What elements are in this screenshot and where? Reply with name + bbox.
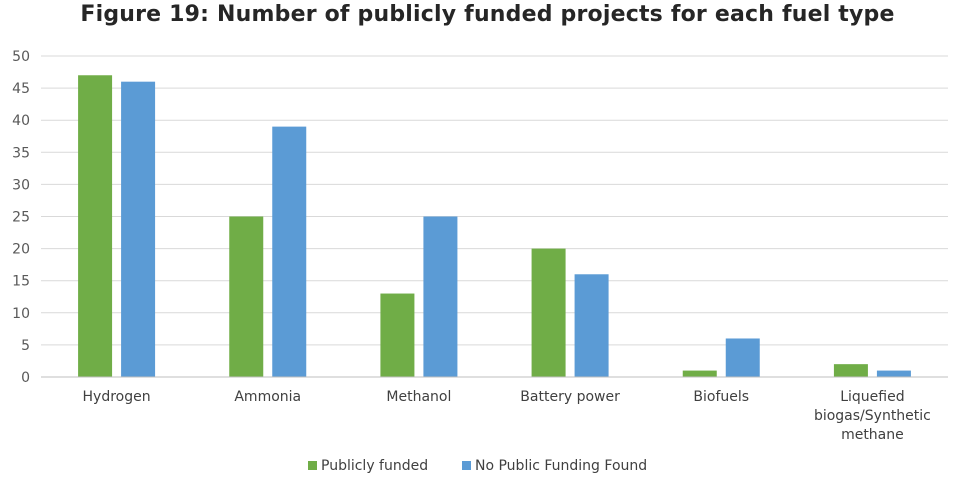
y-tick-label: 30	[12, 177, 30, 193]
y-tick-label: 10	[12, 306, 30, 322]
y-tick-label: 45	[12, 81, 30, 97]
category-label: Liquefied biogas/Synthetic methane	[814, 389, 931, 443]
bar	[876, 370, 911, 377]
y-tick-label: 5	[21, 338, 30, 354]
bar	[725, 338, 760, 377]
bar	[229, 216, 264, 377]
legend-label: Publicly funded	[321, 458, 428, 474]
bar	[380, 293, 415, 377]
bar	[682, 370, 717, 377]
category-label-line: Battery power	[520, 389, 620, 405]
y-tick-label: 50	[12, 49, 30, 65]
y-axis-tick-labels: 0 5 10 15 20 25 30 35 40 45 50	[12, 49, 30, 386]
bar	[121, 81, 156, 378]
y-tick-label: 15	[12, 274, 30, 290]
y-tick-label: 0	[21, 370, 30, 386]
gridlines	[41, 55, 948, 346]
legend-swatch	[308, 461, 317, 470]
bar	[78, 75, 113, 377]
category-label: Ammonia	[234, 389, 301, 405]
y-tick-label: 40	[12, 113, 30, 129]
category-labels: Hydrogen Ammonia Methanol Battery power Biof…	[83, 389, 931, 443]
bar	[423, 216, 458, 377]
bar	[531, 248, 566, 377]
y-tick-label: 35	[12, 145, 30, 161]
category-label-line: Hydrogen	[83, 389, 151, 405]
y-tick-label: 20	[12, 242, 30, 258]
bars	[78, 75, 911, 378]
bar	[833, 364, 868, 377]
legend-label: No Public Funding Found	[475, 458, 647, 474]
legend-swatch	[462, 461, 471, 470]
category-label-line: Liquefied	[840, 389, 904, 405]
category-label: Battery power	[520, 389, 620, 405]
category-label: Biofuels	[693, 389, 749, 405]
legend: Publicly funded No Public Funding Found	[308, 458, 647, 474]
category-label-line: methane	[841, 427, 904, 443]
chart-title: Figure 19: Number of publicly funded pro…	[80, 2, 895, 27]
category-label-line: Methanol	[386, 389, 451, 405]
category-label: Methanol	[386, 389, 451, 405]
category-label-line: Ammonia	[234, 389, 301, 405]
category-label-line: biogas/Synthetic	[814, 408, 931, 424]
bar	[272, 126, 307, 378]
category-label-line: Biofuels	[693, 389, 749, 405]
y-tick-label: 25	[12, 210, 30, 226]
bar	[574, 274, 609, 377]
category-label: Hydrogen	[83, 389, 151, 405]
